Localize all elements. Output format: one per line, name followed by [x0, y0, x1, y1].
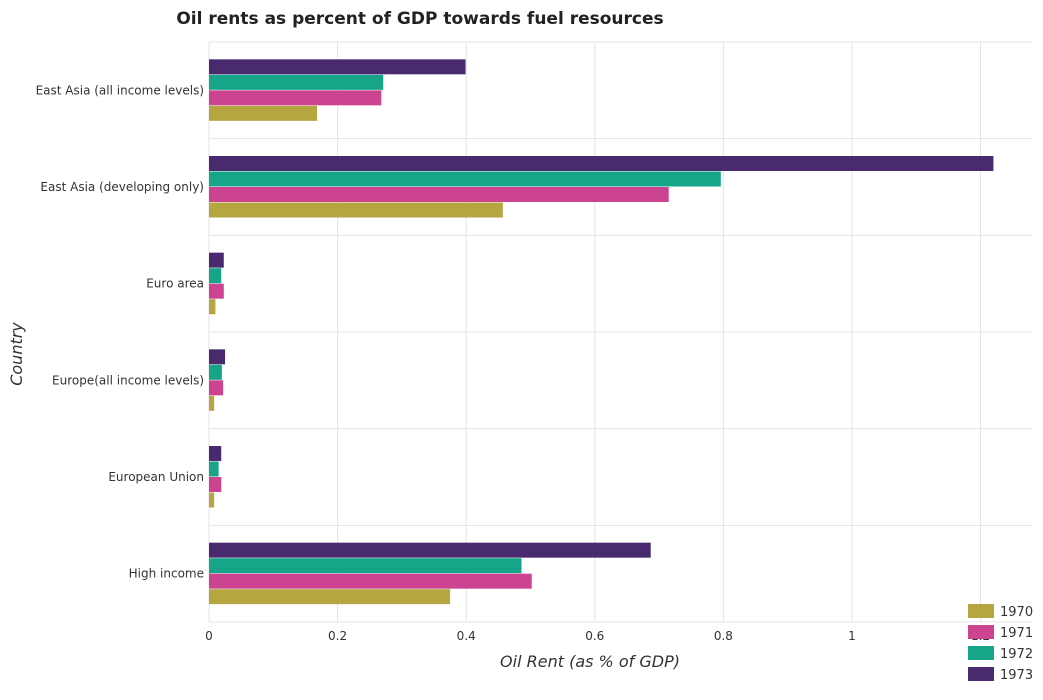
y-tick-label: East Asia (all income levels) [36, 83, 204, 97]
bar-1971 [209, 283, 224, 299]
bar-1972 [209, 268, 222, 284]
x-tick-label: 0 [205, 629, 213, 643]
bar-1971 [209, 573, 532, 589]
bar-1971 [209, 380, 224, 396]
bar-1973 [209, 156, 994, 171]
bar-1973 [209, 59, 466, 75]
bar-1970 [209, 395, 215, 411]
bar-1973 [209, 446, 222, 461]
bar-1971 [209, 477, 222, 492]
y-tick-labels: East Asia (all income levels) East Asia (… [36, 83, 204, 580]
bar-1972 [209, 74, 384, 90]
grid-layer [208, 41, 1032, 623]
x-axis-label: Oil Rent (as % of GDP) [500, 652, 680, 671]
x-tick-label: 1 [848, 629, 856, 643]
legend: 1970 1971 1972 1973 [968, 604, 1033, 683]
y-axis-label: Country [7, 322, 26, 386]
bar-1971 [209, 187, 669, 202]
legend-swatch-1970 [968, 604, 994, 618]
bar-1970 [209, 105, 318, 121]
bar-1972 [209, 364, 222, 380]
x-tick-label: 0.2 [328, 629, 347, 643]
y-tick-label: European Union [108, 470, 204, 484]
legend-swatch-1973 [968, 667, 994, 681]
bar-1972 [209, 461, 219, 477]
bar-1970 [209, 299, 216, 315]
x-tick-label: 0.6 [585, 629, 604, 643]
y-tick-label: Europe(all income levels) [52, 373, 204, 387]
bar-1973 [209, 252, 224, 268]
legend-swatch-1972 [968, 646, 994, 660]
bar-1970 [209, 492, 215, 508]
x-tick-labels: 00.20.40.60.811.2 [205, 629, 990, 643]
x-tick-label: 0.4 [457, 629, 476, 643]
y-tick-label: East Asia (developing only) [40, 180, 204, 194]
bars-layer [209, 59, 994, 605]
y-tick-label: High income [129, 567, 204, 581]
legend-label: 1971 [1000, 626, 1033, 641]
bar-1971 [209, 90, 382, 106]
bar-1970 [209, 589, 451, 605]
chart-title: Oil rents as percent of GDP towards fuel… [176, 9, 663, 29]
legend-label: 1972 [1000, 647, 1033, 662]
bar-1970 [209, 202, 503, 218]
y-tick-label: Euro area [146, 277, 204, 291]
bar-1973 [209, 542, 651, 558]
bar-1973 [209, 349, 226, 365]
x-tick-label: 0.8 [714, 629, 733, 643]
legend-label: 1970 [1000, 605, 1033, 620]
bar-1972 [209, 558, 522, 574]
legend-label: 1973 [1000, 668, 1033, 683]
bar-1972 [209, 171, 721, 187]
legend-swatch-1971 [968, 625, 994, 639]
